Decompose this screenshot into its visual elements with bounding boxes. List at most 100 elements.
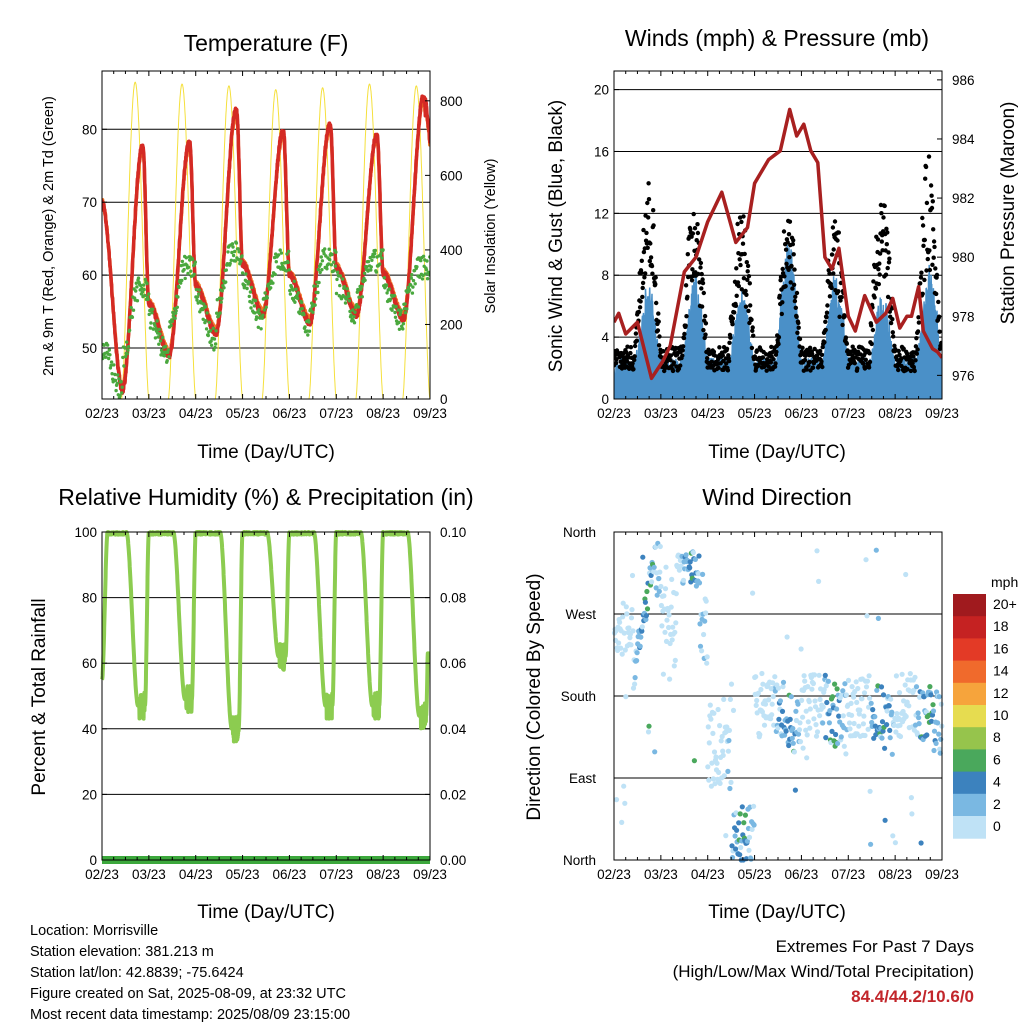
humidity-panel: Relative Humidity (%) & Precipitation (i… — [29, 484, 474, 923]
direction-point — [690, 550, 696, 556]
gust-point — [747, 281, 752, 286]
gust-point — [639, 258, 644, 263]
direction-point — [711, 710, 717, 716]
direction-point — [868, 841, 874, 847]
dewpoint-point — [195, 298, 199, 302]
direction-point — [811, 672, 818, 678]
dewpoint-point — [427, 273, 430, 277]
temperature-gridlines — [102, 128, 430, 349]
gust-point — [768, 360, 774, 365]
direction-point — [665, 607, 671, 614]
dewpoint-point — [222, 286, 226, 290]
direction-point — [918, 840, 924, 846]
dewpoint-point — [207, 320, 212, 324]
gust-point — [656, 311, 661, 316]
gust-point — [872, 295, 877, 300]
x-tick-label: 06/23 — [273, 406, 307, 421]
direction-point — [645, 729, 652, 735]
dewpoint-point — [253, 298, 258, 303]
direction-point — [703, 610, 709, 616]
direction-point — [810, 680, 817, 687]
dewpoint-point — [315, 284, 320, 288]
dewpoint-point — [409, 276, 413, 280]
direction-point — [777, 698, 784, 704]
gust-point — [929, 193, 934, 198]
dewpoint-point — [158, 332, 162, 336]
solar-line — [102, 81, 430, 399]
gust-point — [716, 365, 721, 371]
direction-point — [642, 599, 649, 605]
direction-point — [912, 674, 918, 680]
gust-point — [824, 310, 830, 315]
direction-point — [780, 679, 787, 685]
gust-point — [839, 295, 844, 300]
dewpoint-point — [211, 326, 215, 330]
dewpoint-point — [126, 345, 131, 349]
y-tick-label: 4 — [601, 330, 609, 345]
gust-point — [735, 221, 740, 227]
dewpoint-point — [318, 270, 322, 275]
direction-point — [669, 576, 675, 583]
dewpoint-point — [320, 259, 325, 263]
dewpoint-point — [343, 301, 348, 305]
gust-point — [934, 272, 940, 278]
direction-point — [754, 697, 760, 704]
dewpoint-point — [399, 308, 403, 312]
gust-point — [844, 341, 849, 346]
direction-point — [706, 777, 712, 783]
direction-point — [843, 692, 850, 698]
dewpoint-point — [373, 251, 377, 256]
direction-point — [717, 780, 723, 787]
dewpoint-point — [102, 356, 105, 361]
extremes-title: Extremes For Past 7 Days — [775, 937, 974, 956]
dewpoint-point — [174, 309, 178, 313]
direction-point — [821, 687, 827, 693]
gust-point — [741, 214, 746, 219]
gust-point — [724, 361, 729, 366]
x-tick-label: 09/23 — [925, 406, 959, 421]
direction-point — [838, 734, 844, 740]
direction-point — [643, 613, 650, 619]
gust-point — [792, 298, 798, 304]
gust-point — [931, 239, 937, 244]
gust-point — [829, 285, 834, 291]
dewpoint-point — [263, 291, 267, 295]
dewpoint-point — [320, 268, 324, 272]
direction-point — [836, 713, 842, 719]
gust-point — [683, 323, 688, 328]
gust-point — [776, 341, 781, 347]
gust-point — [668, 358, 673, 363]
dewpoint-point — [229, 258, 233, 262]
direction-point — [710, 776, 717, 782]
dewpoint-point — [348, 309, 352, 314]
colorbar-label: 4 — [993, 774, 1001, 790]
y-tick-label: North — [563, 853, 596, 868]
dewpoint-point — [411, 285, 415, 289]
gust-point — [668, 353, 674, 358]
dewpoint-point — [253, 311, 257, 315]
dewpoint-point — [166, 348, 170, 352]
direction-point — [726, 727, 733, 734]
gust-point — [646, 197, 652, 202]
x-tick-label: 03/23 — [132, 406, 166, 421]
dewpoint-point — [423, 272, 427, 276]
station-elevation: Station elevation: 381.213 m — [30, 944, 214, 960]
gust-point — [647, 258, 652, 264]
gust-point — [780, 300, 785, 305]
gust-point — [785, 240, 790, 245]
direction-point — [623, 694, 629, 700]
gust-point — [746, 308, 751, 314]
direction-point — [907, 671, 913, 677]
dewpoint-point — [140, 290, 145, 294]
gust-point — [886, 250, 891, 255]
y2-tick-label: 978 — [952, 309, 975, 324]
dewpoint-point — [360, 295, 364, 299]
gust-point — [727, 340, 732, 345]
dewpoint-point — [125, 340, 129, 344]
dewpoint-point — [237, 250, 241, 254]
direction-point — [924, 732, 930, 738]
gust-point — [690, 267, 695, 272]
dewpoint-point — [250, 301, 254, 305]
dewpoint-point — [319, 262, 323, 266]
dewpoint-point — [170, 319, 174, 324]
